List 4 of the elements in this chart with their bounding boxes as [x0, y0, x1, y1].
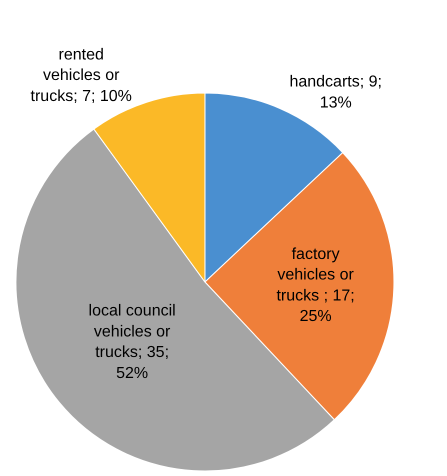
slice-label: local council vehicles or trucks; 35; 52%: [88, 302, 176, 382]
slice-label: handcarts; 9; 13%: [289, 74, 382, 112]
slice-label: rented vehicles or trucks; 7; 10%: [30, 46, 132, 106]
slice-label: factory vehicles or trucks ; 17; 25%: [276, 246, 355, 326]
